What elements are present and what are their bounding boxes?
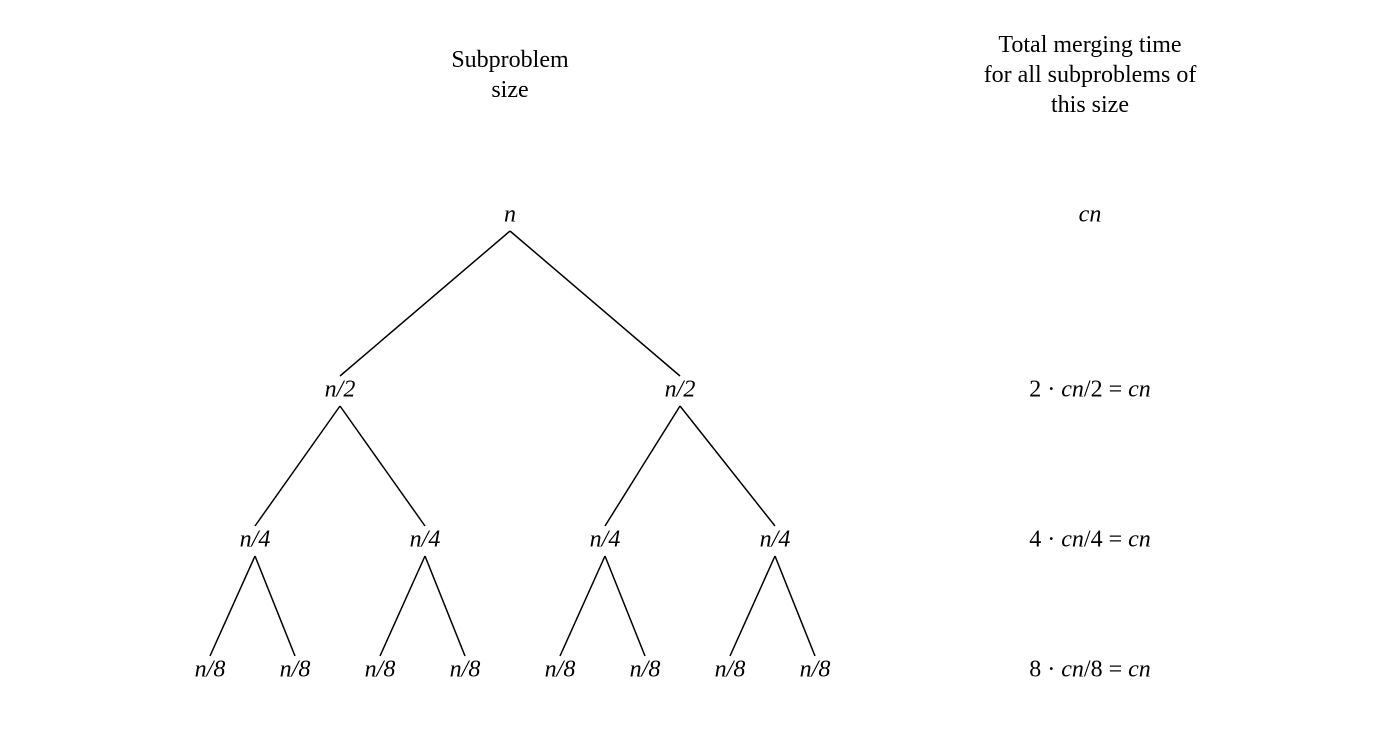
- node-n8-1: n/8: [280, 657, 311, 684]
- node-n4-0: n/4: [240, 527, 271, 554]
- header-right-line1: Total merging time: [998, 32, 1181, 58]
- header-total-merging-time: Total merging time for all subproblems o…: [984, 30, 1197, 120]
- cost-level-0: cn: [1079, 202, 1102, 229]
- node-n: n: [504, 202, 516, 229]
- node-n2-right: n/2: [665, 377, 696, 404]
- header-right-line3: this size: [1051, 92, 1129, 118]
- node-n8-4: n/8: [545, 657, 576, 684]
- node-n8-3: n/8: [450, 657, 481, 684]
- header-right-line2: for all subproblems of: [984, 62, 1197, 88]
- node-n8-0: n/8: [195, 657, 226, 684]
- node-n8-6: n/8: [715, 657, 746, 684]
- header-subproblem-size: Subproblem size: [451, 45, 568, 105]
- cost-level-1: 2 · cn/2 = cn: [1029, 377, 1151, 404]
- cost-level-3: 8 · cn/8 = cn: [1029, 657, 1151, 684]
- node-n2-left: n/2: [325, 377, 356, 404]
- node-n4-1: n/4: [410, 527, 441, 554]
- node-n8-5: n/8: [630, 657, 661, 684]
- cost-level-2: 4 · cn/4 = cn: [1029, 527, 1151, 554]
- node-n8-7: n/8: [800, 657, 831, 684]
- recursion-tree-diagram: Subproblem size Total merging time for a…: [0, 0, 1392, 735]
- node-n4-2: n/4: [590, 527, 621, 554]
- node-n8-2: n/8: [365, 657, 396, 684]
- header-left-line1: Subproblem: [451, 47, 568, 73]
- header-left-line2: size: [491, 77, 528, 103]
- node-n4-3: n/4: [760, 527, 791, 554]
